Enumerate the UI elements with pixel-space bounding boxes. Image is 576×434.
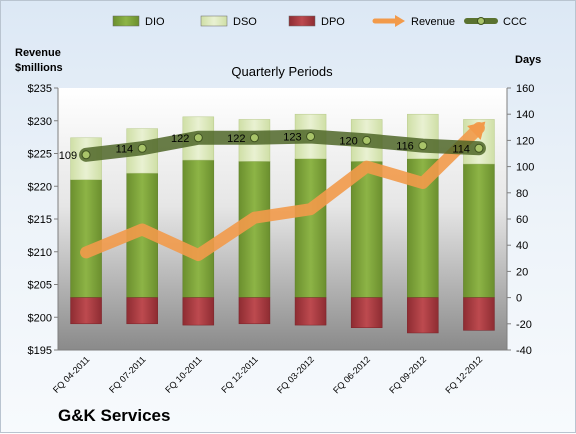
right-tick-label: 20 — [516, 266, 528, 278]
ccc-marker — [418, 141, 428, 151]
x-tick-label: FQ 12-2011 — [219, 354, 260, 395]
legend-label-revenue: Revenue — [411, 16, 455, 28]
legend-label-dio: DIO — [145, 16, 165, 28]
ccc-marker — [81, 150, 91, 160]
x-tick-label: FQ 10-2011 — [163, 354, 204, 395]
ccc-data-label: 116 — [396, 141, 414, 153]
legend-label-dpo: DPO — [321, 16, 345, 28]
right-tick-label: 140 — [516, 109, 534, 121]
right-axis-title: Days — [515, 54, 541, 66]
ccc-marker — [474, 143, 484, 153]
revenue-arrowhead — [467, 121, 486, 140]
left-tick-label: $220 — [28, 181, 52, 193]
company-name: G&K Services — [58, 406, 171, 425]
ccc-line — [79, 129, 486, 162]
right-tick-label: 40 — [516, 240, 528, 252]
ccc-data-label: 123 — [283, 131, 301, 143]
left-tick-label: $230 — [28, 116, 52, 128]
chart-title: Quarterly Periods — [231, 64, 333, 79]
right-tick-label: 100 — [516, 162, 534, 174]
left-tick-label: $210 — [28, 247, 52, 259]
bar-dpo — [238, 297, 271, 325]
ccc-data-label: 114 — [116, 143, 134, 155]
legend-label-ccc: CCC — [503, 16, 527, 28]
bar-dpo — [463, 297, 495, 331]
right-tick-label: 120 — [516, 135, 534, 147]
ccc-marker — [193, 133, 203, 143]
right-tick-label: -40 — [516, 345, 532, 357]
left-tick-label: $205 — [28, 280, 52, 292]
left-tick-label: $200 — [28, 312, 52, 324]
bar-dpo — [70, 297, 102, 325]
left-tick-label: $215 — [28, 214, 52, 226]
bar-dpo — [407, 297, 439, 334]
bar-dio — [294, 158, 327, 298]
x-tick-label: FQ 07-2011 — [107, 354, 148, 395]
ccc-data-label: 109 — [59, 150, 77, 162]
x-tick-label: FQ 12-2012 — [443, 354, 484, 395]
left-tick-label: $235 — [28, 83, 52, 95]
left-tick-label: $225 — [28, 149, 52, 161]
left-axis-subtitle: $millions — [15, 62, 63, 74]
bar-dio — [182, 159, 215, 298]
ccc-marker — [137, 143, 147, 153]
legend-swatch-dpo — [288, 15, 316, 27]
bar-dpo — [126, 297, 158, 325]
right-tick-label: 160 — [516, 83, 534, 95]
legend-swatch-dso — [200, 15, 228, 27]
ccc-marker — [362, 135, 372, 145]
right-tick-label: 0 — [516, 293, 522, 305]
ccc-data-label: 122 — [171, 133, 189, 145]
legend-swatch-dio — [112, 15, 140, 27]
legend-marker-ccc — [477, 17, 485, 25]
ccc-marker — [306, 131, 316, 141]
bar-dpo — [294, 297, 327, 326]
left-axis-title: Revenue — [15, 47, 61, 59]
right-tick-label: -20 — [516, 319, 532, 331]
ccc-data-label: 114 — [452, 143, 470, 155]
right-tick-label: 80 — [516, 188, 528, 200]
ccc-data-label: 120 — [339, 135, 357, 147]
right-tick-label: 60 — [516, 214, 528, 226]
ccc-marker — [249, 133, 259, 143]
legend-arrowhead-revenue — [395, 15, 405, 27]
left-tick-label: $195 — [28, 345, 52, 357]
bar-dio — [350, 161, 383, 298]
revenue-line — [80, 121, 485, 262]
bar-dpo — [182, 297, 215, 326]
x-tick-label: FQ 09-2012 — [387, 354, 428, 395]
x-tick-label: FQ 04-2011 — [51, 354, 92, 395]
legend-label-dso: DSO — [233, 16, 257, 28]
bar-dio — [463, 163, 495, 298]
bar-dio — [70, 179, 102, 298]
x-tick-label: FQ 03-2012 — [275, 354, 316, 395]
x-tick-label: FQ 06-2012 — [331, 354, 372, 395]
ccc-data-label: 122 — [227, 133, 245, 145]
bar-dpo — [350, 297, 383, 328]
